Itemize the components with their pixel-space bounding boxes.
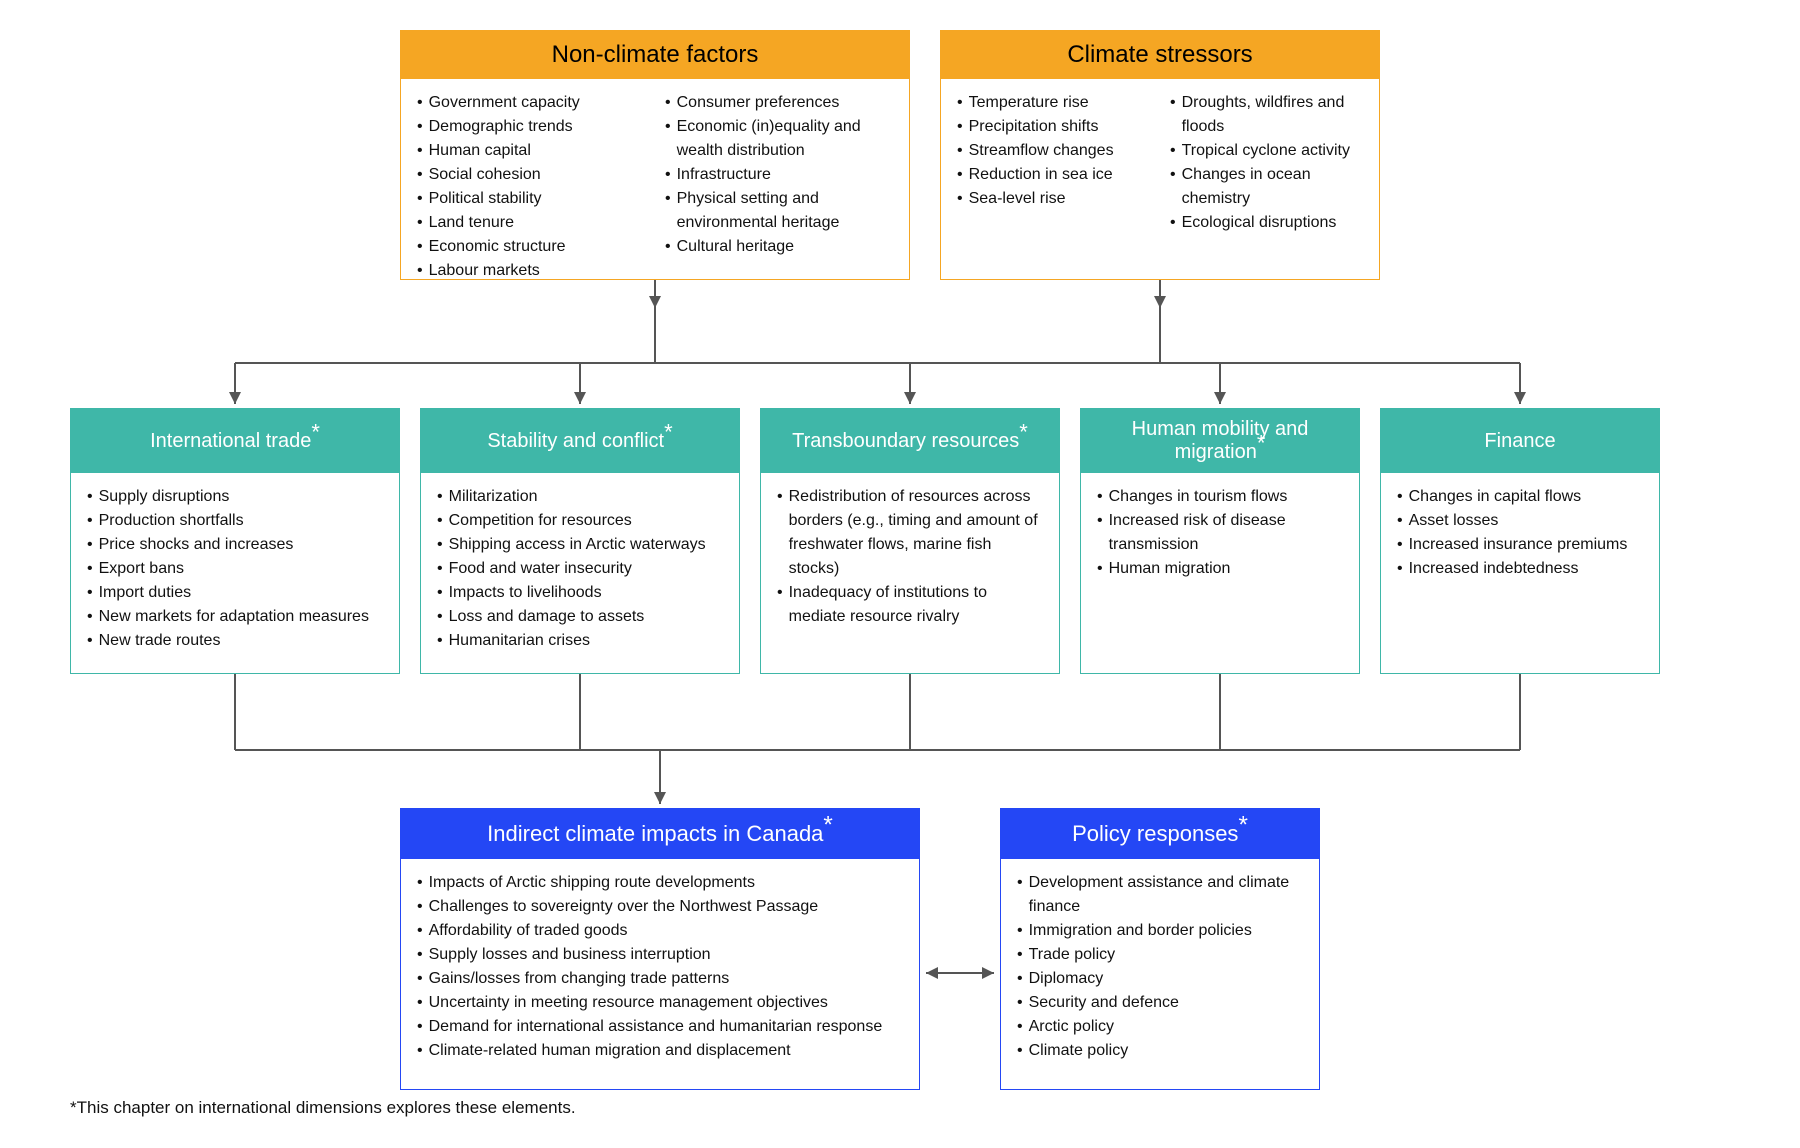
box-mobility: Human mobility and migration* Changes in… [1080,408,1360,674]
policy-title: Policy responses* [1001,809,1319,859]
list-item: Demand for international assistance and … [417,1015,903,1039]
list-item: Political stability [417,187,645,211]
list-item: Climate-related human migration and disp… [417,1039,903,1063]
list-item: Increased insurance premiums [1397,533,1643,557]
transboundary-title: Transboundary resources* [761,409,1059,473]
list-item: Gains/losses from changing trade pattern… [417,967,903,991]
list-item: Social cohesion [417,163,645,187]
list-item: New markets for adaptation measures [87,605,383,629]
list-item: Loss and damage to assets [437,605,723,629]
list-item: Increased risk of disease transmission [1097,509,1343,557]
list-item: Development assistance and climate finan… [1017,871,1303,919]
nonclimate-title: Non-climate factors [401,31,909,79]
list-item: Impacts to livelihoods [437,581,723,605]
list-item: Militarization [437,485,723,509]
transboundary-body: Redistribution of resources across borde… [761,473,1059,673]
list-item: Increased indebtedness [1397,557,1643,581]
box-nonclimate: Non-climate factors Government capacityD… [400,30,910,280]
list-item: Consumer preferences [665,91,893,115]
list-item: Infrastructure [665,163,893,187]
list-item: Supply disruptions [87,485,383,509]
list-item: Diplomacy [1017,967,1303,991]
mobility-title: Human mobility and migration* [1081,409,1359,473]
list-item: Precipitation shifts [957,115,1150,139]
list-item: Security and defence [1017,991,1303,1015]
list-item: Physical setting and environmental herit… [665,187,893,235]
list-item: Droughts, wildfires and floods [1170,91,1363,139]
list-item: Challenges to sovereignty over the North… [417,895,903,919]
list-item: Immigration and border policies [1017,919,1303,943]
box-climate: Climate stressors Temperature risePrecip… [940,30,1380,280]
list-item: Economic (in)equality and wealth distrib… [665,115,893,163]
indirect-title: Indirect climate impacts in Canada* [401,809,919,859]
list-item: Labour markets [417,259,645,283]
list-item: Supply losses and business interruption [417,943,903,967]
mobility-body: Changes in tourism flowsIncreased risk o… [1081,473,1359,673]
trade-title: International trade* [71,409,399,473]
list-item: Impacts of Arctic shipping route develop… [417,871,903,895]
list-item: Changes in ocean chemistry [1170,163,1363,211]
list-item: Humanitarian crises [437,629,723,653]
list-item: Uncertainty in meeting resource manageme… [417,991,903,1015]
list-item: Competition for resources [437,509,723,533]
stability-body: MilitarizationCompetition for resourcesS… [421,473,739,673]
stability-title: Stability and conflict* [421,409,739,473]
list-item: Economic structure [417,235,645,259]
list-item: Human capital [417,139,645,163]
list-item: Price shocks and increases [87,533,383,557]
box-indirect: Indirect climate impacts in Canada* Impa… [400,808,920,1090]
policy-body: Development assistance and climate finan… [1001,859,1319,1089]
list-item: Ecological disruptions [1170,211,1363,235]
indirect-body: Impacts of Arctic shipping route develop… [401,859,919,1089]
list-item: Shipping access in Arctic waterways [437,533,723,557]
climate-title: Climate stressors [941,31,1379,79]
list-item: Affordability of traded goods [417,919,903,943]
list-item: Tropical cyclone activity [1170,139,1363,163]
list-item: Climate policy [1017,1039,1303,1063]
list-item: Asset losses [1397,509,1643,533]
climate-body: Temperature risePrecipitation shiftsStre… [941,79,1379,279]
list-item: Food and water insecurity [437,557,723,581]
nonclimate-body: Government capacityDemographic trendsHum… [401,79,909,279]
list-item: Sea-level rise [957,187,1150,211]
box-trade: International trade* Supply disruptionsP… [70,408,400,674]
finance-title: Finance [1381,409,1659,473]
list-item: Land tenure [417,211,645,235]
list-item: Inadequacy of institutions to mediate re… [777,581,1043,629]
list-item: Demographic trends [417,115,645,139]
list-item: Trade policy [1017,943,1303,967]
box-policy: Policy responses* Development assistance… [1000,808,1320,1090]
box-transboundary: Transboundary resources* Redistribution … [760,408,1060,674]
finance-body: Changes in capital flowsAsset lossesIncr… [1381,473,1659,673]
box-finance: Finance Changes in capital flowsAsset lo… [1380,408,1660,674]
box-stability: Stability and conflict* MilitarizationCo… [420,408,740,674]
list-item: New trade routes [87,629,383,653]
list-item: Changes in capital flows [1397,485,1643,509]
list-item: Temperature rise [957,91,1150,115]
list-item: Cultural heritage [665,235,893,259]
footnote-text: *This chapter on international dimension… [70,1098,576,1118]
list-item: Reduction in sea ice [957,163,1150,187]
list-item: Human migration [1097,557,1343,581]
list-item: Production shortfalls [87,509,383,533]
list-item: Streamflow changes [957,139,1150,163]
list-item: Arctic policy [1017,1015,1303,1039]
list-item: Import duties [87,581,383,605]
trade-body: Supply disruptionsProduction shortfallsP… [71,473,399,673]
list-item: Government capacity [417,91,645,115]
list-item: Changes in tourism flows [1097,485,1343,509]
list-item: Redistribution of resources across borde… [777,485,1043,581]
list-item: Export bans [87,557,383,581]
